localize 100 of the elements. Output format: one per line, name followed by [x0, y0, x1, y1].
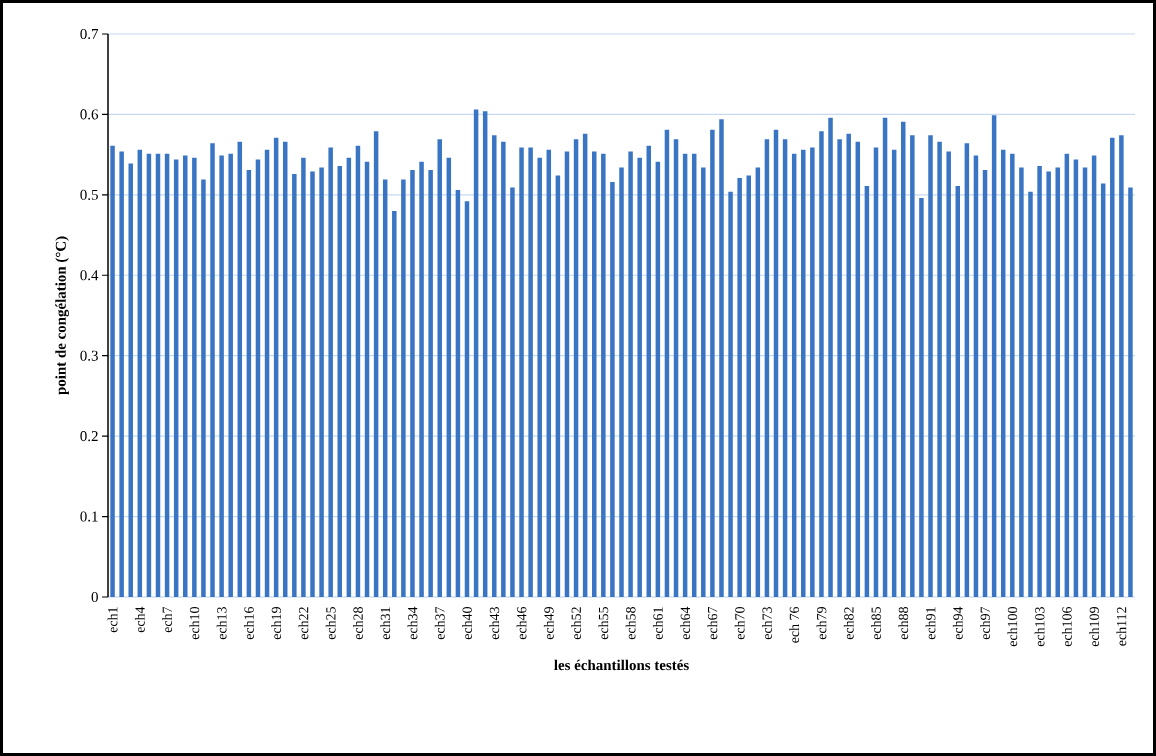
x-tick-label: ech85	[871, 607, 881, 640]
bar	[510, 187, 515, 597]
bar	[219, 155, 224, 597]
bar	[328, 147, 333, 597]
x-tick-label: ech40	[462, 607, 472, 640]
bar	[419, 161, 424, 597]
bar	[1110, 137, 1115, 597]
bar	[837, 139, 842, 597]
bar	[519, 147, 524, 597]
x-tick-label: ech100	[1007, 607, 1018, 647]
x-tick-label: ech112	[1116, 607, 1127, 646]
bar	[746, 175, 751, 597]
bar	[201, 179, 206, 597]
y-tick-label: 0.4	[80, 270, 99, 281]
bar	[428, 169, 433, 597]
x-tick-label: ech25	[325, 607, 336, 640]
bar	[610, 181, 615, 597]
bar	[183, 155, 188, 597]
x-tick-label: ech73	[762, 607, 772, 640]
bar	[319, 167, 324, 597]
x-tick-label: ech31	[380, 607, 391, 640]
x-tick-label: ech61	[652, 607, 663, 640]
bar	[701, 167, 706, 597]
x-tick-label: ech4	[134, 606, 145, 633]
x-tick-label: ech103	[1034, 607, 1045, 647]
bar	[937, 141, 942, 597]
x-tick-label: ech106	[1061, 606, 1072, 647]
bar	[728, 191, 733, 597]
bar	[501, 141, 506, 597]
bar	[910, 135, 915, 597]
bar	[846, 133, 851, 597]
x-tick-label: ech28	[353, 607, 363, 640]
bar	[301, 157, 306, 597]
x-tick-label: ech91	[925, 607, 936, 640]
x-tick-label: ech10	[189, 607, 200, 640]
x-tick-label: ech109	[1089, 607, 1100, 647]
bar	[401, 179, 406, 597]
bar	[919, 198, 924, 597]
x-tick-label: ech94	[952, 606, 963, 640]
bar	[119, 151, 124, 597]
y-tick-label: 0.7	[80, 28, 99, 40]
y-tick-label: 0.1	[80, 511, 98, 522]
bar	[801, 149, 806, 597]
bar	[1119, 135, 1124, 597]
x-tick-label: ech43	[489, 607, 500, 640]
bar	[292, 173, 297, 597]
bar	[537, 157, 542, 597]
x-tick-label: ech16	[243, 606, 254, 640]
bar	[310, 171, 315, 597]
bar	[1037, 165, 1042, 597]
x-tick-label: ech37	[434, 606, 445, 640]
bar	[710, 129, 715, 597]
x-axis-title: les échantillons testés	[554, 659, 689, 671]
bar	[1128, 187, 1133, 597]
bar	[110, 145, 115, 597]
x-tick-label: ech13	[216, 607, 227, 640]
bar	[928, 135, 933, 597]
bar	[628, 151, 633, 597]
bar	[392, 210, 397, 597]
bar	[528, 147, 533, 597]
bar	[1046, 171, 1051, 597]
x-tick-label: ech22	[298, 607, 309, 640]
bar	[828, 117, 833, 597]
bar	[1028, 191, 1033, 597]
bar	[437, 139, 442, 597]
bar	[819, 131, 824, 597]
x-tick-label: ech19	[271, 607, 282, 640]
bar	[410, 169, 415, 597]
bar	[619, 167, 624, 597]
x-tick-label: ech70	[734, 607, 745, 640]
x-tick-label: ech 76	[789, 606, 800, 643]
bar	[210, 143, 215, 597]
x-tick-label: ech7	[162, 606, 172, 633]
bar	[228, 153, 233, 597]
bar	[737, 177, 742, 597]
bar	[1019, 167, 1024, 597]
y-tick-label: 0.6	[80, 109, 99, 120]
x-tick-label: ech79	[816, 607, 827, 640]
bar	[601, 153, 606, 597]
y-tick-label: 0.5	[80, 189, 98, 200]
y-axis-title: point de congélation (°C)	[55, 236, 69, 395]
bar	[128, 163, 133, 597]
bar	[637, 157, 642, 597]
x-tick-label: ech67	[707, 606, 718, 640]
bar	[719, 119, 724, 597]
x-tick-label: ech52	[571, 607, 581, 640]
bar	[946, 151, 951, 597]
y-tick-label: 0.3	[80, 350, 98, 361]
bar	[1010, 153, 1015, 597]
x-tick-label: ech34	[407, 606, 418, 640]
x-tick-label: ech82	[843, 607, 854, 640]
x-tick-label: ech64	[680, 606, 691, 640]
y-tick-label: 0	[91, 591, 98, 603]
x-tick-label: ech88	[898, 607, 909, 640]
x-tick-label: ech1	[107, 607, 118, 633]
x-tick-label: ech49	[543, 607, 554, 640]
x-tick-label: ech58	[625, 607, 636, 640]
y-tick-label: 0.2	[80, 431, 98, 442]
x-tick-label: ech97	[980, 606, 990, 640]
x-tick-label: ech46	[516, 606, 527, 640]
